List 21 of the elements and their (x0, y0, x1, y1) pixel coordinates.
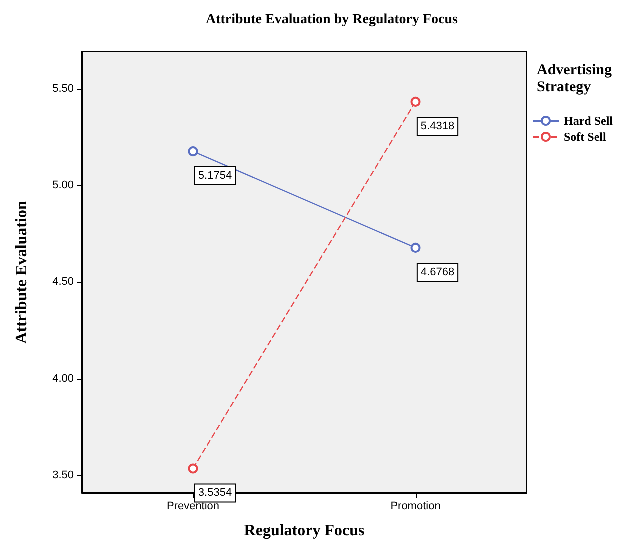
point (410, 96, 421, 107)
legend-label: Hard Sell (564, 114, 614, 128)
data-label: 4.6768 (420, 266, 455, 278)
chart-title: Attribute Evaluation by Regulatory Focus (206, 12, 459, 28)
y-tick-label: 5.00 (52, 179, 74, 192)
y-tick-label: 5.50 (52, 82, 74, 95)
data-label: 5.1754 (198, 170, 232, 182)
legend-title: Advertising Strategy (537, 62, 612, 96)
x-tick-label: Prevention (166, 500, 220, 512)
data-label: 5.4318 (420, 120, 455, 132)
data-label: 3.5354 (198, 487, 232, 500)
y-tick-label: 4.50 (52, 276, 74, 288)
legend-label: Soft Sell (564, 130, 607, 144)
x-tick-label: Promotion (390, 500, 441, 512)
point (188, 464, 198, 474)
y-axis-title: Attribute Evaluation (14, 201, 30, 344)
y-tick-label: 3.50 (52, 470, 74, 482)
point (410, 242, 421, 253)
y-tick-label: 4.00 (52, 372, 74, 385)
point (188, 146, 198, 157)
x-axis-title: Regulatory Focus (244, 522, 365, 540)
